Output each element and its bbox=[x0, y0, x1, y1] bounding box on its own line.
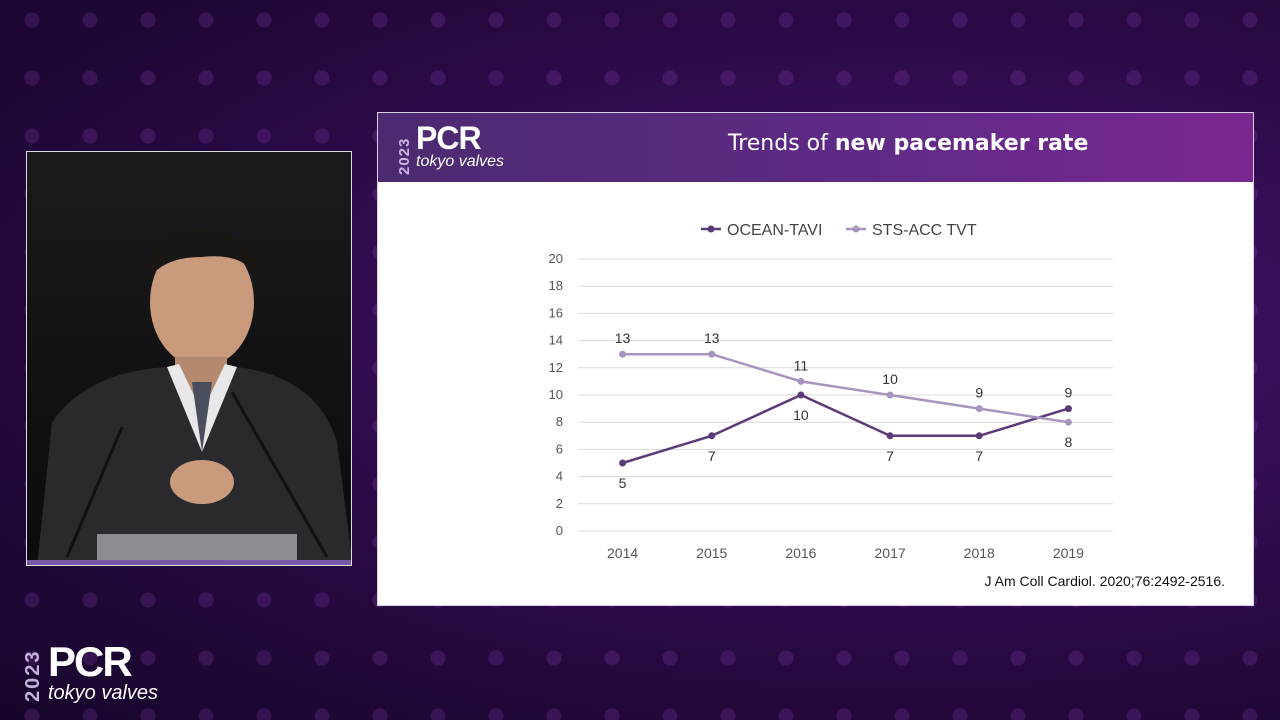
x-tick-label: 2018 bbox=[964, 545, 995, 561]
slide-title: Trends of new pacemaker rate bbox=[728, 131, 1088, 156]
data-point bbox=[975, 405, 983, 413]
presentation-slide: 2023 PCR tokyo valves Trends of new pace… bbox=[377, 112, 1254, 606]
data-label: 7 bbox=[886, 448, 894, 464]
y-tick-label: 20 bbox=[549, 251, 563, 266]
data-label: 8 bbox=[1065, 434, 1073, 450]
y-tick-label: 12 bbox=[549, 360, 563, 375]
data-label: 9 bbox=[1065, 385, 1073, 401]
data-label: 7 bbox=[708, 448, 716, 464]
data-point bbox=[797, 377, 805, 385]
logo-year: 2023 bbox=[396, 137, 413, 175]
y-tick-label: 2 bbox=[556, 496, 563, 511]
data-label: 7 bbox=[975, 448, 983, 464]
legend-swatch-marker bbox=[852, 225, 860, 233]
x-tick-label: 2015 bbox=[696, 545, 727, 561]
y-tick-label: 10 bbox=[549, 387, 563, 402]
speaker-video bbox=[26, 151, 352, 566]
legend-label: OCEAN-TAVI bbox=[727, 222, 822, 239]
data-label: 9 bbox=[975, 385, 983, 401]
y-tick-label: 4 bbox=[556, 469, 563, 484]
data-label: 11 bbox=[794, 357, 809, 373]
y-tick-label: 0 bbox=[556, 523, 563, 538]
series-line bbox=[622, 393, 1069, 465]
data-label: 5 bbox=[619, 475, 627, 491]
x-tick-label: 2017 bbox=[875, 545, 906, 561]
y-tick-label: 6 bbox=[556, 441, 563, 456]
data-point bbox=[975, 432, 983, 440]
pcr-logo-large: 2023 PCR tokyo valves bbox=[22, 640, 222, 710]
logo-tagline-large: tokyo valves bbox=[48, 682, 159, 704]
x-tick-label: 2014 bbox=[607, 545, 638, 561]
y-tick-label: 18 bbox=[549, 278, 563, 293]
logo-tagline: tokyo valves bbox=[416, 153, 505, 170]
data-label: 10 bbox=[882, 371, 898, 387]
data-point bbox=[886, 391, 894, 399]
x-tick-label: 2019 bbox=[1053, 545, 1084, 561]
logo-year-large: 2023 bbox=[22, 649, 44, 703]
data-point bbox=[619, 459, 627, 467]
data-point bbox=[708, 350, 716, 358]
citation: J Am Coll Cardiol. 2020;76:2492-2516. bbox=[984, 573, 1225, 589]
y-tick-label: 8 bbox=[556, 414, 563, 429]
speaker-figure bbox=[37, 230, 351, 565]
data-point bbox=[1064, 405, 1072, 413]
legend-label: STS-ACC TVT bbox=[872, 222, 977, 239]
slide-header: 2023 PCR tokyo valves Trends of new pace… bbox=[378, 113, 1253, 182]
series-line bbox=[622, 352, 1069, 424]
data-label: 10 bbox=[793, 407, 809, 423]
data-point bbox=[797, 391, 805, 399]
slide-title-prefix: Trends of bbox=[728, 131, 835, 156]
data-point bbox=[619, 350, 627, 358]
data-label: 13 bbox=[615, 330, 631, 346]
logo-name-large: PCR bbox=[48, 638, 133, 685]
data-label: 13 bbox=[704, 330, 720, 346]
slide-title-bold: new pacemaker rate bbox=[834, 131, 1089, 156]
pacemaker-line-chart: 0 2 4 6 8 10 12 14 16 18 20 2014 2015 2016 2017 2018 201… bbox=[549, 222, 1113, 561]
data-point bbox=[708, 432, 716, 440]
y-tick-label: 16 bbox=[549, 305, 563, 320]
video-bottom-edge bbox=[27, 560, 351, 565]
legend-swatch-marker bbox=[707, 225, 715, 233]
data-point bbox=[886, 432, 894, 440]
logo-name: PCR bbox=[416, 120, 482, 156]
data-point bbox=[1064, 418, 1072, 426]
y-tick-label: 14 bbox=[549, 333, 563, 348]
x-tick-label: 2016 bbox=[785, 545, 816, 561]
